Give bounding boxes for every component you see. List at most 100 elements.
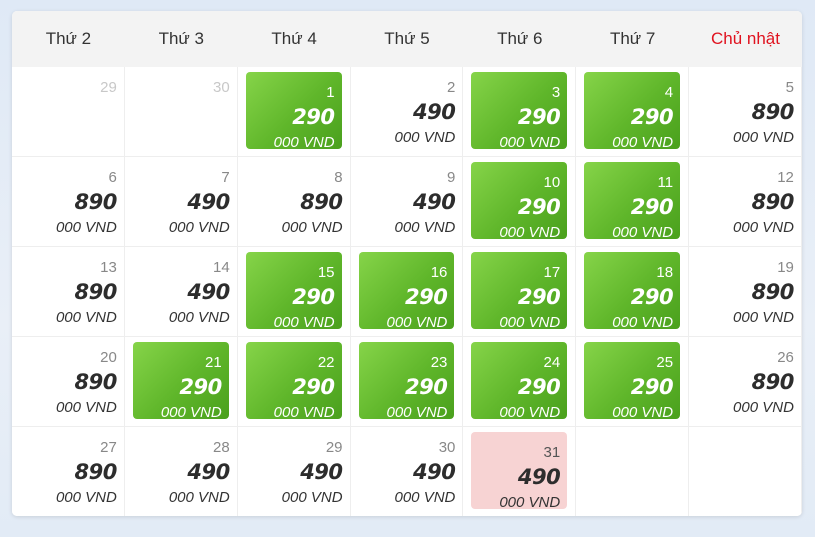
day-number: 15 xyxy=(318,264,335,281)
fare-unit: 000 VND xyxy=(612,134,673,151)
fare-price: 490 xyxy=(300,460,342,484)
fare-price: 290 xyxy=(405,285,447,309)
day-cell[interactable]: 29 490 000 VND xyxy=(238,427,351,516)
fare-unit: 000 VND xyxy=(499,134,560,151)
day-cell[interactable]: 16 290 000 VND xyxy=(351,247,464,337)
cheap-fare-highlight[interactable]: 17 290 000 VND xyxy=(471,252,567,329)
day-number: 29 xyxy=(326,439,343,456)
fare-unit: 000 VND xyxy=(395,129,456,146)
day-cell[interactable]: 31 490 000 VND xyxy=(463,427,576,516)
cheap-fare-highlight[interactable]: 21 290 000 VND xyxy=(133,342,229,419)
day-number: 1 xyxy=(326,84,334,101)
day-cell[interactable]: 6 890 000 VND xyxy=(12,157,125,247)
cheap-fare-highlight[interactable]: 3 290 000 VND xyxy=(471,72,567,149)
day-cell[interactable]: 28 490 000 VND xyxy=(125,427,238,516)
day-cell[interactable]: 24 290 000 VND xyxy=(463,337,576,427)
day-cell[interactable]: 14 490 000 VND xyxy=(125,247,238,337)
selected-date-highlight[interactable]: 31 490 000 VND xyxy=(471,432,567,509)
fare-unit: 000 VND xyxy=(169,309,230,326)
fare-unit: 000 VND xyxy=(395,219,456,236)
day-cell[interactable]: 30 490 000 VND xyxy=(351,427,464,516)
fare-price: 290 xyxy=(631,105,673,129)
fare-price: 490 xyxy=(187,460,229,484)
day-cell[interactable]: 10 290 000 VND xyxy=(463,157,576,247)
fare-calendar: Thứ 2 Thứ 3 Thứ 4 Thứ 5 Thứ 6 Thứ 7 Chủ nhật 2… xyxy=(12,11,802,516)
day-cell[interactable]: 3 290 000 VND xyxy=(463,67,576,157)
fare-unit: 000 VND xyxy=(499,314,560,331)
day-cell[interactable]: 18 290 000 VND xyxy=(576,247,689,337)
day-cell[interactable]: 9 490 000 VND xyxy=(351,157,464,247)
fare-unit: 000 VND xyxy=(499,494,560,511)
day-number: 4 xyxy=(665,84,673,101)
day-cell[interactable]: 26 890 000 VND xyxy=(689,337,802,427)
day-cell[interactable]: 11 290 000 VND xyxy=(576,157,689,247)
day-number: 7 xyxy=(221,169,229,186)
day-cell[interactable]: 27 890 000 VND xyxy=(12,427,125,516)
fare-unit: 000 VND xyxy=(499,224,560,241)
fare-unit: 000 VND xyxy=(733,129,794,146)
day-number: 5 xyxy=(786,79,794,96)
day-cell[interactable]: 8 890 000 VND xyxy=(238,157,351,247)
cheap-fare-highlight[interactable]: 22 290 000 VND xyxy=(246,342,342,419)
cheap-fare-highlight[interactable]: 18 290 000 VND xyxy=(584,252,680,329)
day-cell[interactable]: 4 290 000 VND xyxy=(576,67,689,157)
fare-price: 290 xyxy=(631,285,673,309)
fare-unit: 000 VND xyxy=(612,404,673,421)
day-cell[interactable]: 17 290 000 VND xyxy=(463,247,576,337)
fare-price: 490 xyxy=(413,100,455,124)
day-cell: 29 xyxy=(12,67,125,157)
fare-unit: 000 VND xyxy=(282,219,343,236)
day-number: 28 xyxy=(213,439,230,456)
fare-price: 890 xyxy=(300,190,342,214)
fare-unit: 000 VND xyxy=(274,314,335,331)
day-cell[interactable]: 12 890 000 VND xyxy=(689,157,802,247)
cheap-fare-highlight[interactable]: 25 290 000 VND xyxy=(584,342,680,419)
cheap-fare-highlight[interactable]: 1 290 000 VND xyxy=(246,72,342,149)
fare-price: 290 xyxy=(631,375,673,399)
fare-unit: 000 VND xyxy=(733,399,794,416)
cheap-fare-highlight[interactable]: 4 290 000 VND xyxy=(584,72,680,149)
day-cell[interactable]: 13 890 000 VND xyxy=(12,247,125,337)
fare-unit: 000 VND xyxy=(56,219,117,236)
fare-unit: 000 VND xyxy=(395,489,456,506)
fare-price: 290 xyxy=(631,195,673,219)
day-number: 30 xyxy=(439,439,456,456)
fare-unit: 000 VND xyxy=(56,399,117,416)
day-number: 19 xyxy=(777,259,794,276)
cheap-fare-highlight[interactable]: 15 290 000 VND xyxy=(246,252,342,329)
day-cell[interactable]: 15 290 000 VND xyxy=(238,247,351,337)
cheap-fare-highlight[interactable]: 24 290 000 VND xyxy=(471,342,567,419)
day-cell[interactable]: 20 890 000 VND xyxy=(12,337,125,427)
day-cell[interactable]: 23 290 000 VND xyxy=(351,337,464,427)
fare-price: 890 xyxy=(752,100,794,124)
day-number: 18 xyxy=(656,264,673,281)
day-cell[interactable]: 19 890 000 VND xyxy=(689,247,802,337)
day-cell[interactable]: 7 490 000 VND xyxy=(125,157,238,247)
cheap-fare-highlight[interactable]: 16 290 000 VND xyxy=(359,252,455,329)
day-cell[interactable]: 1 290 000 VND xyxy=(238,67,351,157)
weekday-header: Chủ nhật xyxy=(689,11,802,67)
fare-price: 290 xyxy=(518,195,560,219)
day-number: 22 xyxy=(318,354,335,371)
day-number: 29 xyxy=(100,79,117,96)
day-number: 8 xyxy=(334,169,342,186)
day-cell[interactable]: 2 490 000 VND xyxy=(351,67,464,157)
fare-price: 890 xyxy=(752,190,794,214)
fare-unit: 000 VND xyxy=(56,489,117,506)
day-cell[interactable]: 25 290 000 VND xyxy=(576,337,689,427)
cheap-fare-highlight[interactable]: 10 290 000 VND xyxy=(471,162,567,239)
fare-unit: 000 VND xyxy=(733,309,794,326)
fare-unit: 000 VND xyxy=(274,134,335,151)
day-number: 26 xyxy=(777,349,794,366)
fare-price: 290 xyxy=(179,375,221,399)
cheap-fare-highlight[interactable]: 11 290 000 VND xyxy=(584,162,680,239)
day-cell[interactable]: 22 290 000 VND xyxy=(238,337,351,427)
day-number: 27 xyxy=(100,439,117,456)
day-cell[interactable]: 5 890 000 VND xyxy=(689,67,802,157)
day-cell[interactable]: 21 290 000 VND xyxy=(125,337,238,427)
day-number: 12 xyxy=(777,169,794,186)
fare-unit: 000 VND xyxy=(612,314,673,331)
cheap-fare-highlight[interactable]: 23 290 000 VND xyxy=(359,342,455,419)
fare-price: 490 xyxy=(187,190,229,214)
fare-price: 290 xyxy=(292,105,334,129)
